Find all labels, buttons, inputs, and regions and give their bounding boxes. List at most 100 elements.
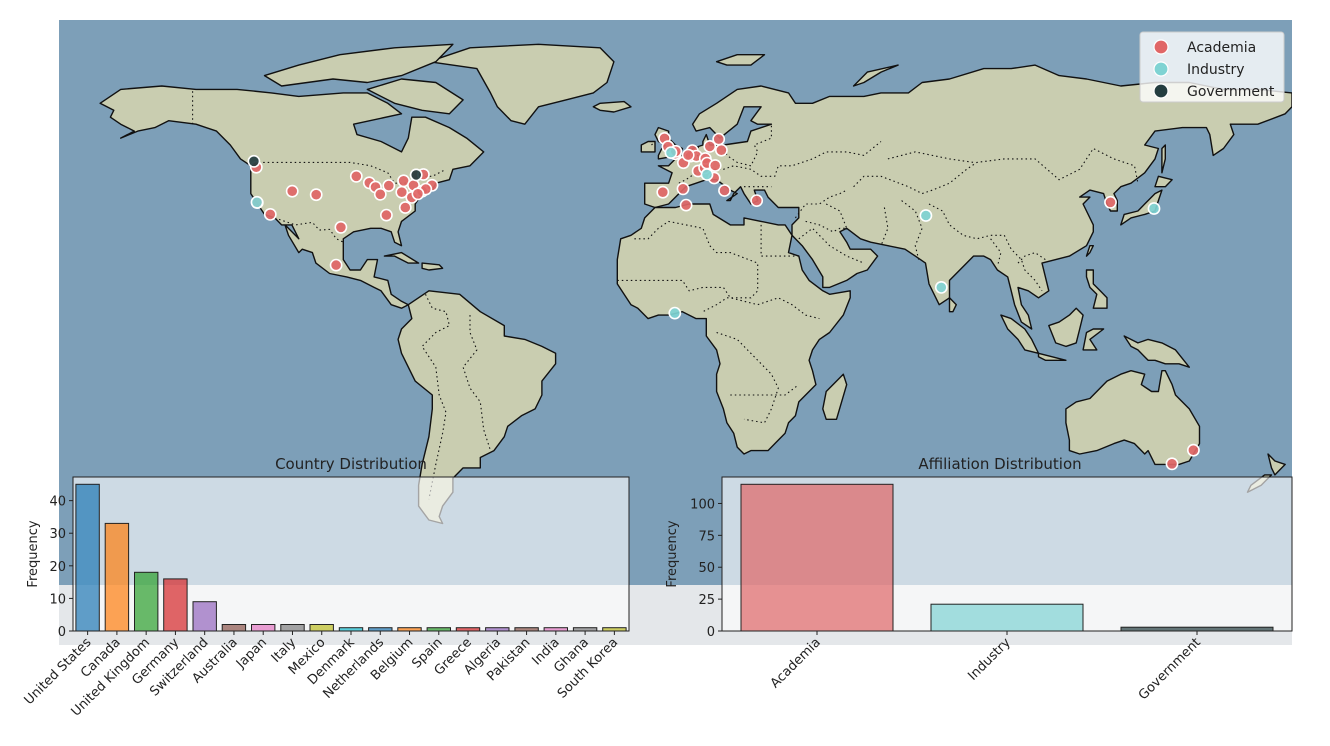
country-bar	[309, 624, 334, 632]
land-south-america	[397, 290, 557, 525]
country-bar	[543, 627, 568, 632]
academia-point	[379, 208, 393, 222]
border-line	[1017, 251, 1046, 264]
land-novaya-zemlya	[852, 64, 899, 87]
border-line	[798, 227, 865, 264]
land-sulawesi	[1082, 328, 1105, 351]
legend-label-government: Government	[1187, 84, 1275, 100]
land-eurasia	[644, 64, 1292, 330]
legend-label-industry: Industry	[1187, 62, 1245, 78]
country-bar	[280, 624, 305, 632]
affiliation-chart-ylabel: Frequency	[665, 520, 680, 587]
country-bar	[134, 571, 159, 632]
border-line	[805, 220, 847, 233]
land-arctic-islands	[263, 43, 454, 87]
country-ytick-label: 10	[49, 592, 66, 607]
land-iceland	[592, 100, 632, 113]
industry-point	[664, 146, 678, 159]
land-africa	[616, 203, 851, 455]
land-svalbard	[715, 54, 766, 66]
land-baffin	[366, 78, 464, 115]
border-line	[730, 384, 800, 396]
border-line	[853, 147, 1139, 195]
affiliation-xtick-label: Government	[1136, 635, 1204, 703]
legend-label-academia: Academia	[1187, 40, 1256, 56]
industry-point	[934, 280, 948, 294]
country-bar	[514, 627, 539, 632]
country-bar	[338, 627, 364, 632]
academia-point	[349, 169, 363, 183]
industry-point	[700, 168, 714, 181]
country-bar	[251, 624, 276, 632]
border-line	[887, 151, 974, 163]
affiliation-points	[247, 131, 1200, 471]
country-chart-title: Country Distribution	[275, 455, 427, 473]
academia-point	[681, 148, 695, 162]
academia-point	[715, 143, 728, 157]
country-chart-ylabel: Frequency	[26, 520, 41, 587]
academia-point	[263, 207, 277, 221]
industry-point	[1147, 202, 1161, 215]
academia-point	[718, 184, 731, 197]
border-line	[901, 200, 923, 260]
affiliation-chart-title: Affiliation Distribution	[918, 455, 1081, 473]
affiliation-y-ticks: 0 25 50 75 100	[690, 497, 722, 640]
academia-point	[1165, 457, 1179, 471]
country-bar	[221, 624, 247, 632]
land-sri-lanka	[948, 297, 957, 313]
government-point	[247, 154, 261, 168]
land-sakhalin	[1161, 144, 1167, 174]
affiliation-ytick-label: 75	[698, 529, 715, 544]
academia-point	[398, 201, 412, 214]
country-bar	[397, 627, 422, 632]
academia-point	[411, 187, 425, 201]
land-ireland	[640, 140, 656, 153]
border-line	[651, 141, 656, 146]
country-ytick-label: 40	[49, 495, 66, 510]
border-line	[825, 203, 848, 229]
academia-point	[712, 132, 726, 146]
border-line	[722, 124, 772, 167]
academia-point	[334, 220, 348, 234]
country-ytick-label: 0	[58, 625, 66, 640]
country-ytick-label: 30	[49, 527, 66, 542]
border-line	[617, 279, 820, 320]
academia-point	[309, 188, 323, 202]
border-line	[928, 203, 1043, 292]
land-australia	[1065, 370, 1201, 466]
country-bar	[104, 522, 130, 632]
land-hokkaido	[1154, 175, 1173, 188]
border-line	[421, 294, 451, 500]
legend-marker-industry	[1153, 61, 1169, 77]
country-y-ticks: 0 10 20 30 40	[49, 495, 73, 640]
affiliation-bar	[1120, 626, 1274, 632]
academia-point	[285, 184, 299, 198]
academia-point	[1187, 443, 1200, 457]
affiliation-ytick-label: 100	[690, 497, 715, 512]
affiliation-ytick-label: 25	[698, 593, 715, 608]
academia-point	[708, 159, 722, 172]
affiliation-bar	[740, 483, 894, 632]
academia-point	[750, 194, 764, 207]
border-line	[794, 189, 847, 219]
academia-point	[656, 185, 670, 199]
country-bar	[426, 627, 452, 632]
government-point	[409, 168, 423, 182]
land-new-guinea	[1123, 335, 1191, 368]
legend-frame	[1139, 31, 1285, 103]
legend-marker-academia	[1153, 39, 1169, 55]
country-bar	[192, 601, 217, 632]
country-bar	[75, 483, 100, 632]
industry-point	[250, 195, 264, 209]
land-cuba	[383, 251, 420, 264]
land-philippines	[1085, 269, 1108, 309]
country-bar	[572, 627, 598, 632]
affiliation-ytick-label: 0	[707, 625, 715, 640]
country-bar	[485, 627, 510, 632]
country-bar	[602, 627, 627, 632]
academia-point	[382, 179, 396, 192]
border-line	[760, 224, 799, 257]
land-new-zealand-north	[1267, 453, 1286, 476]
